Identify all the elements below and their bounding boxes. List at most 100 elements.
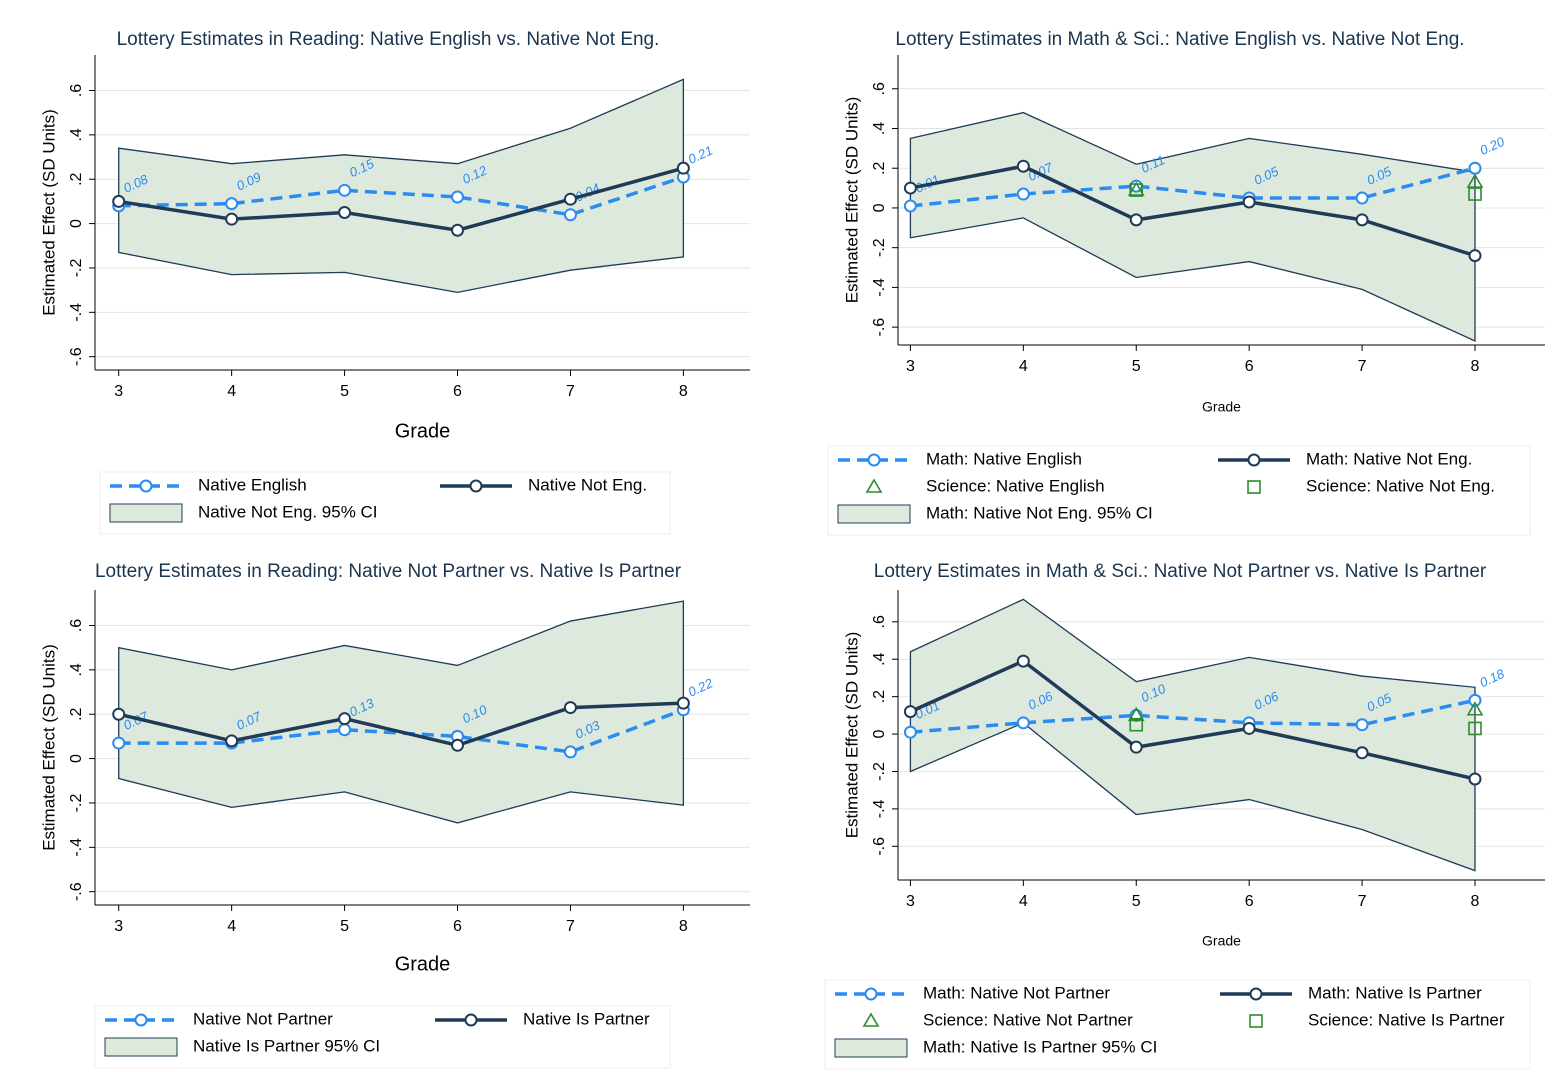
y-tick-label: -.6 — [68, 882, 85, 901]
circle-marker — [1242, 195, 1256, 209]
triangle-marker — [1466, 173, 1484, 188]
legend-label: Science: Native Not Eng. — [1306, 476, 1495, 495]
x-tick-label: 6 — [1245, 893, 1254, 910]
circle-marker — [338, 183, 352, 197]
circle-marker — [1129, 740, 1143, 754]
y-axis-title: Estimated Effect (SD Units) — [842, 97, 861, 304]
triangle-marker — [1127, 181, 1145, 196]
y-tick-label: 0 — [68, 219, 85, 228]
x-tick-label: 7 — [1358, 893, 1367, 910]
y-tick-label: -.6 — [871, 318, 888, 337]
circle-marker — [903, 725, 917, 739]
x-tick-label: 3 — [906, 358, 915, 375]
chart-title: Lottery Estimates in Math & Sci.: Native… — [874, 561, 1487, 582]
circle-marker — [112, 736, 126, 750]
y-tick-label: 0 — [68, 754, 85, 763]
x-tick-label: 7 — [566, 918, 575, 935]
circle-marker — [1468, 161, 1482, 175]
square-marker — [1468, 721, 1482, 736]
circle-marker — [1016, 654, 1030, 668]
y-tick-label: .4 — [68, 128, 85, 141]
x-axis-title: Grade — [395, 420, 451, 442]
x-axis-title: Grade — [1202, 399, 1241, 415]
x-tick-label: 8 — [1471, 893, 1480, 910]
circle-marker — [451, 738, 465, 752]
x-tick-label: 4 — [1019, 358, 1028, 375]
y-tick-label: .6 — [68, 84, 85, 97]
x-tick-label: 6 — [453, 918, 462, 935]
x-tick-label: 5 — [340, 918, 349, 935]
chart-title: Lottery Estimates in Math & Sci.: Native… — [895, 29, 1464, 50]
legend-box — [94, 1005, 671, 1069]
series-line — [118, 701, 684, 748]
legend-label: Math: Native English — [926, 449, 1082, 468]
x-tick-label: 6 — [1245, 358, 1254, 375]
y-tick-label: -.2 — [871, 762, 888, 781]
y-axis-title: Estimated Effect (SD Units) — [39, 109, 58, 316]
y-tick-label: -.4 — [871, 799, 888, 818]
legend-key-marker — [864, 987, 878, 1001]
x-tick-label: 5 — [1132, 358, 1141, 375]
y-tick-label: .6 — [871, 82, 888, 95]
circle-marker — [903, 199, 917, 213]
y-tick-label: .2 — [68, 172, 85, 185]
circle-marker — [451, 223, 465, 237]
legend-key-marker — [1247, 453, 1261, 467]
circle-marker — [451, 190, 465, 204]
circle-marker — [225, 197, 239, 211]
circle-marker — [1016, 159, 1030, 173]
ci-band — [118, 600, 685, 824]
x-tick-label: 3 — [114, 383, 123, 400]
series-line — [909, 659, 1476, 781]
x-tick-label: 6 — [453, 383, 462, 400]
circle-marker — [338, 206, 352, 219]
legend-key-band — [109, 503, 183, 523]
legend-key-marker — [134, 1013, 148, 1027]
circle-marker — [1468, 693, 1482, 707]
circle-marker — [676, 696, 690, 710]
legend-box — [824, 979, 1531, 1070]
y-tick-label: .2 — [871, 690, 888, 703]
circle-marker — [1355, 213, 1369, 227]
circle-marker — [225, 734, 239, 748]
square-marker — [1468, 187, 1482, 201]
circle-marker — [903, 181, 917, 195]
value-label: 0.21 — [686, 143, 715, 167]
y-tick-label: .4 — [871, 652, 888, 665]
y-tick-label: .6 — [871, 615, 888, 628]
x-axis-title: Grade — [395, 953, 451, 975]
y-tick-label: 0 — [871, 203, 888, 212]
y-tick-label: 0 — [871, 730, 888, 739]
x-tick-label: 7 — [566, 383, 575, 400]
y-tick-label: -.6 — [68, 347, 85, 366]
x-tick-label: 8 — [679, 918, 688, 935]
x-axis-title: Grade — [1202, 933, 1241, 949]
circle-marker — [225, 212, 239, 226]
legend-box — [99, 471, 671, 535]
x-tick-label: 3 — [114, 918, 123, 935]
circle-marker — [338, 712, 352, 726]
x-tick-label: 4 — [227, 918, 236, 935]
circle-marker — [563, 208, 577, 222]
square-marker — [1129, 183, 1144, 197]
value-label: 0.22 — [686, 675, 716, 700]
circle-marker — [1468, 772, 1482, 786]
series-line — [118, 166, 684, 233]
legend-label: Math: Native Not Eng. 95% CI — [926, 503, 1153, 522]
circle-marker — [1016, 716, 1030, 730]
circle-marker — [1016, 187, 1030, 201]
circle-marker — [112, 194, 126, 208]
y-tick-label: .2 — [871, 161, 888, 174]
triangle-marker — [1466, 701, 1484, 716]
legend-key-band — [837, 504, 911, 524]
circle-marker — [903, 705, 917, 719]
circle-marker — [1242, 721, 1256, 735]
legend-label: Math: Native Not Partner — [923, 983, 1110, 1002]
legend-label: Math: Native Is Partner — [1308, 983, 1482, 1002]
circle-marker — [563, 701, 577, 715]
x-tick-label: 8 — [1471, 358, 1480, 375]
circle-marker — [563, 745, 577, 759]
y-tick-label: .4 — [871, 122, 888, 135]
legend-key-marker — [469, 479, 483, 493]
